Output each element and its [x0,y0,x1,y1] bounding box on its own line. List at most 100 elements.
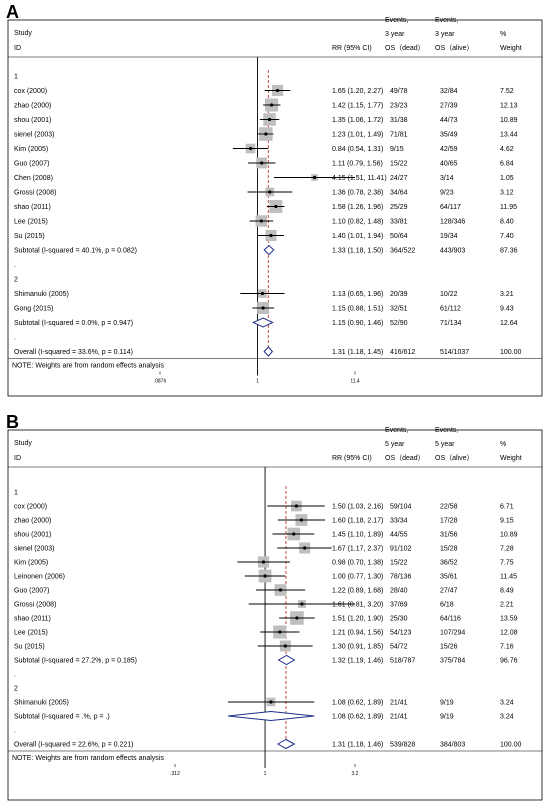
events-dead-text: 59/104 [390,504,412,511]
events-dead-text: 44/55 [390,532,408,539]
point-estimate [269,233,273,238]
panel-label-b: B [6,412,19,432]
study-label: Guo (2007) [14,161,49,168]
header-rr: RR (95% CI) [332,45,372,52]
point-estimate [264,132,268,136]
point-estimate [295,616,299,620]
rr-ci-text: 1.45 (1.10, 1.89) [332,532,383,539]
group-label: 2 [14,277,18,284]
rr-ci-text: 1.00 (0.77, 1.30) [332,574,383,581]
weight-text: 3.24 [500,700,514,707]
rr-ci-text: 1.60 (1.18, 2.17) [332,518,383,525]
weight-text: 7.40 [500,233,514,240]
point-estimate [267,117,272,122]
events-dead-text: 21/41 [390,714,408,721]
events-alive-text: 64/116 [440,616,461,623]
rr-ci-text: 1.36 (0.78, 2.38) [332,190,383,197]
weight-text: 12.64 [500,320,518,327]
header-weight-l1: % [500,31,506,38]
subtotal-label: Subtotal (I-squared = 40.1%, p = 0.082) [14,248,137,255]
x-tick-label: .312 [170,771,180,777]
events-alive-text: 9/23 [440,190,454,197]
weight-text: 12.13 [500,103,518,110]
header-study: Study [14,440,32,447]
header-events1-l3: OS（dead） [385,44,425,52]
events-alive-text: 64/117 [440,204,461,211]
study-label: sienel (2003) [14,132,54,139]
spacer-dot: . [14,728,16,735]
x-tick-label: 1 [264,771,267,777]
events-alive-text: 514/1037 [440,349,469,356]
pooled-diamond [276,738,296,750]
events-alive-text: 19/34 [440,233,458,240]
events-dead-text: 21/41 [390,700,408,707]
events-alive-text: 27/39 [440,103,458,110]
weight-text: 96.76 [500,658,518,665]
x-tick-label: 11.4 [350,379,360,385]
subtotal-label: Subtotal (I-squared = .%, p = .) [14,714,110,721]
study-label: shou (2001) [14,532,51,539]
events-alive-text: 61/112 [440,306,461,313]
study-label: Grossi (2008) [14,602,56,609]
events-dead-text: 50/64 [390,233,408,240]
rr-ci-text: 1.35 (1.06, 1.72) [332,117,383,124]
weight-text: 8.40 [500,219,514,226]
rr-ci-text: 1.61 (0.81, 3.20) [332,602,383,609]
weight-text: 7.28 [500,546,514,553]
point-estimate [294,504,299,508]
rr-ci-text: 1.58 (1.26, 1.96) [332,204,383,211]
study-label: Su (2015) [14,233,45,240]
x-tick-label: 1 [256,379,259,385]
events-alive-text: 384/803 [440,742,465,749]
plot-frame [7,19,543,397]
events-alive-text: 9/19 [440,714,454,721]
weight-text: 1.05 [500,175,514,182]
events-alive-text: 10/22 [440,291,458,298]
rr-ci-text: 1.65 (1.20, 2.27) [332,88,383,95]
events-dead-text: 364/522 [390,248,415,255]
events-alive-text: 375/784 [440,658,465,665]
rr-ci-text: 4.15 (1.51, 11.41) [332,175,387,182]
pooled-diamond [228,710,315,722]
events-alive-text: 32/84 [440,88,458,95]
events-alive-text: 17/28 [440,518,458,525]
events-alive-text: 15/28 [440,546,458,553]
point-estimate [300,602,304,606]
rr-ci-text: 1.23 (1.01, 1.49) [332,132,383,139]
overall-label: Overall (I-squared = 22.6%, p = 0.221) [14,742,133,749]
events-alive-text: 71/134 [440,320,462,327]
events-alive-text: 6/18 [440,602,454,609]
point-estimate [263,574,267,578]
weight-text: 3.24 [500,714,514,721]
spacer-dot: . [14,335,16,342]
weight-text: 87.36 [500,248,518,255]
weight-text: 10.89 [500,532,518,539]
note-text: NOTE: Weights are from random effects an… [12,755,164,762]
events-dead-text: 37/69 [390,602,408,609]
events-dead-text: 9/15 [390,146,404,153]
spacer-dot: . [14,262,16,269]
weight-text: 7.16 [500,644,514,651]
weight-text: 6.71 [500,504,514,511]
weight-text: 4.62 [500,146,514,153]
header-events1-l2: 5 year [385,441,405,448]
study-label: Su (2015) [14,644,45,651]
study-label: Leinonen (2006) [14,574,65,581]
point-estimate [259,219,263,223]
plot-frame [7,429,543,801]
events-alive-text: 443/903 [440,248,465,255]
point-estimate [303,546,307,550]
events-dead-text: 33/81 [390,219,408,226]
study-label: Lee (2015) [14,630,48,637]
rr-ci-text: 1.67 (1.17, 2.37) [332,546,383,553]
point-estimate [268,190,272,194]
study-label: zhao (2000) [14,518,51,525]
header-weight-l2: Weight [500,455,522,462]
events-alive-text: 9/19 [440,700,454,707]
rr-ci-text: 1.10 (0.82, 1.48) [332,219,383,226]
events-alive-text: 36/52 [440,560,458,567]
events-alive-text: 15/26 [440,644,458,651]
panel-label-a: A [6,2,19,22]
rr-ci-text: 1.30 (0.91, 1.85) [332,644,383,651]
